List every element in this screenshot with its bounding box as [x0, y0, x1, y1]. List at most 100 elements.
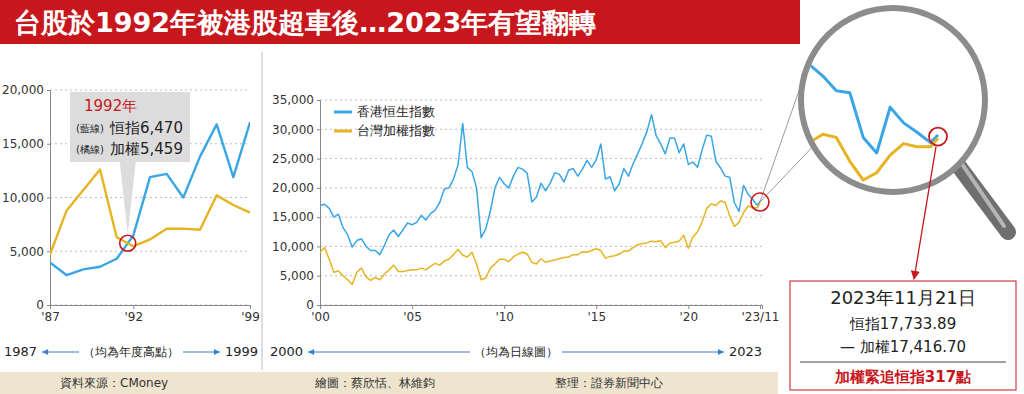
caption-start: 1987	[4, 344, 37, 359]
chart-1: 05,00010,00015,00020,00025,00030,00035,0…	[270, 93, 779, 359]
y-tick-label: 20,000	[2, 83, 44, 97]
y-tick-mark	[317, 246, 320, 247]
grid-line	[50, 90, 250, 91]
x-tick-mark	[596, 305, 597, 309]
magnifier-connector	[760, 146, 813, 202]
x-tick-label: '20	[680, 310, 699, 324]
y-tick: 20,000	[2, 83, 50, 97]
caption-label: （均為年度高點）	[83, 345, 179, 359]
y-tick-mark	[317, 100, 320, 101]
plot-area	[320, 115, 760, 285]
y-tick-label: 20,000	[272, 181, 314, 195]
x-tick: '23/11	[742, 305, 780, 324]
magnifier	[0, 0, 1008, 283]
callout-taiex: — 加權17,416.70	[840, 338, 966, 356]
y-tick-mark	[317, 159, 320, 160]
caption-end: 2023	[729, 344, 762, 359]
zoom-line	[0, 0, 938, 230]
magnifier-handle-shine	[961, 163, 1004, 226]
x-tick: '10	[495, 305, 514, 324]
highlight-circle	[120, 235, 136, 251]
grid-line	[320, 246, 762, 247]
grid-line	[320, 100, 762, 101]
grid-line	[320, 217, 762, 218]
grid-line	[320, 187, 762, 188]
legend: 香港恒生指數台灣加權指數	[334, 104, 435, 138]
figure: 台股於1992年被港股超車後…2023年有望翻轉資料來源：CMoney繪圖：蔡欣…	[0, 0, 1024, 394]
x-tick: '20	[680, 305, 699, 324]
callout-hsi: 恒指17,733.89	[849, 315, 956, 333]
x-tick-mark	[50, 305, 51, 309]
series-line	[50, 122, 250, 275]
callout: 2023年11月21日恒指17,733.89— 加權17,416.70加權緊追恒…	[790, 281, 1016, 390]
y-tick-label: 35,000	[272, 93, 314, 107]
annotation-box	[70, 92, 190, 162]
grid-line	[320, 275, 762, 276]
annotation-tag: (橘線)	[76, 144, 104, 155]
caption-end: 1999	[225, 344, 258, 359]
y-axis-line	[317, 101, 321, 306]
chart-0: 05,00010,00015,00020,000'87'92'991987199…	[2, 83, 260, 359]
x-tick-mark	[320, 305, 321, 309]
x-tick-label: '15	[587, 310, 606, 324]
y-axis-line	[47, 91, 51, 306]
y-tick-mark	[317, 276, 320, 277]
background	[0, 0, 1024, 394]
caption-arrowhead	[42, 349, 48, 355]
magnifier-rim	[801, 8, 985, 192]
caption-arrowhead	[214, 349, 220, 355]
series-line	[320, 201, 760, 285]
y-tick: 10,000	[2, 191, 50, 205]
y-tick-label: 30,000	[272, 123, 314, 137]
y-tick-label: 25,000	[272, 152, 314, 166]
x-axis: '87 '92 '99	[41, 305, 260, 324]
y-tick-mark	[47, 90, 50, 91]
x-tick: '00	[311, 305, 330, 324]
callout-date: 2023年11月21日	[830, 287, 976, 308]
x-axis-line	[51, 306, 251, 310]
y-tick-label: 5,000	[10, 245, 44, 259]
y-tick: 15,000	[272, 210, 320, 224]
caption-label: （均為日線圖）	[474, 345, 558, 359]
separator	[262, 52, 263, 370]
annotation-tag: (藍線)	[76, 123, 104, 134]
y-tick: 10,000	[272, 240, 320, 254]
x-tick: '15	[587, 305, 606, 324]
caption-arrowhead	[718, 349, 724, 355]
annotation-pointer	[120, 162, 136, 234]
y-tick-label: 15,000	[2, 137, 44, 151]
series-line	[320, 115, 760, 255]
x-axis-line	[321, 306, 763, 310]
annotation-text: 加權5,459	[110, 140, 183, 158]
footer-text: 資料來源：CMoney	[60, 376, 168, 390]
legend-label: 台灣加權指數	[357, 123, 435, 138]
y-tick-label: 15,000	[272, 210, 314, 224]
y-tick: 5,000	[10, 245, 50, 259]
footer-text: 整理：證券新聞中心	[555, 376, 663, 390]
x-tick-mark	[504, 305, 505, 309]
x-tick-mark	[760, 305, 761, 309]
caption-arrow	[562, 352, 724, 353]
x-tick-label: '92	[125, 310, 144, 324]
title: 台股於1992年被港股超車後…2023年有望翻轉	[14, 7, 596, 38]
x-tick: '99	[241, 305, 260, 324]
x-tick: '92	[125, 305, 144, 324]
y-tick-mark	[317, 129, 320, 130]
callout-box	[790, 281, 1016, 390]
callout-divider	[800, 362, 1006, 363]
x-tick-label: '87	[41, 310, 60, 324]
x-tick-label: '99	[241, 310, 260, 324]
y-axis: 05,00010,00015,00020,00025,00030,00035,0…	[272, 93, 321, 312]
annotation-text: 恒指6,470	[109, 119, 183, 137]
y-tick-mark	[317, 305, 320, 306]
y-axis: 05,00010,00015,00020,000	[2, 83, 51, 312]
x-tick-label: '00	[311, 310, 330, 324]
callout-arrow	[914, 147, 936, 279]
zoom-line	[0, 134, 938, 283]
x-axis: '00'05'10'15'20'23/11	[311, 305, 779, 324]
footer-band	[0, 372, 778, 394]
y-tick: 30,000	[272, 123, 320, 137]
y-tick-mark	[47, 144, 50, 145]
magnifier-connector	[760, 76, 804, 202]
annotation-year: 1992年	[84, 97, 137, 115]
